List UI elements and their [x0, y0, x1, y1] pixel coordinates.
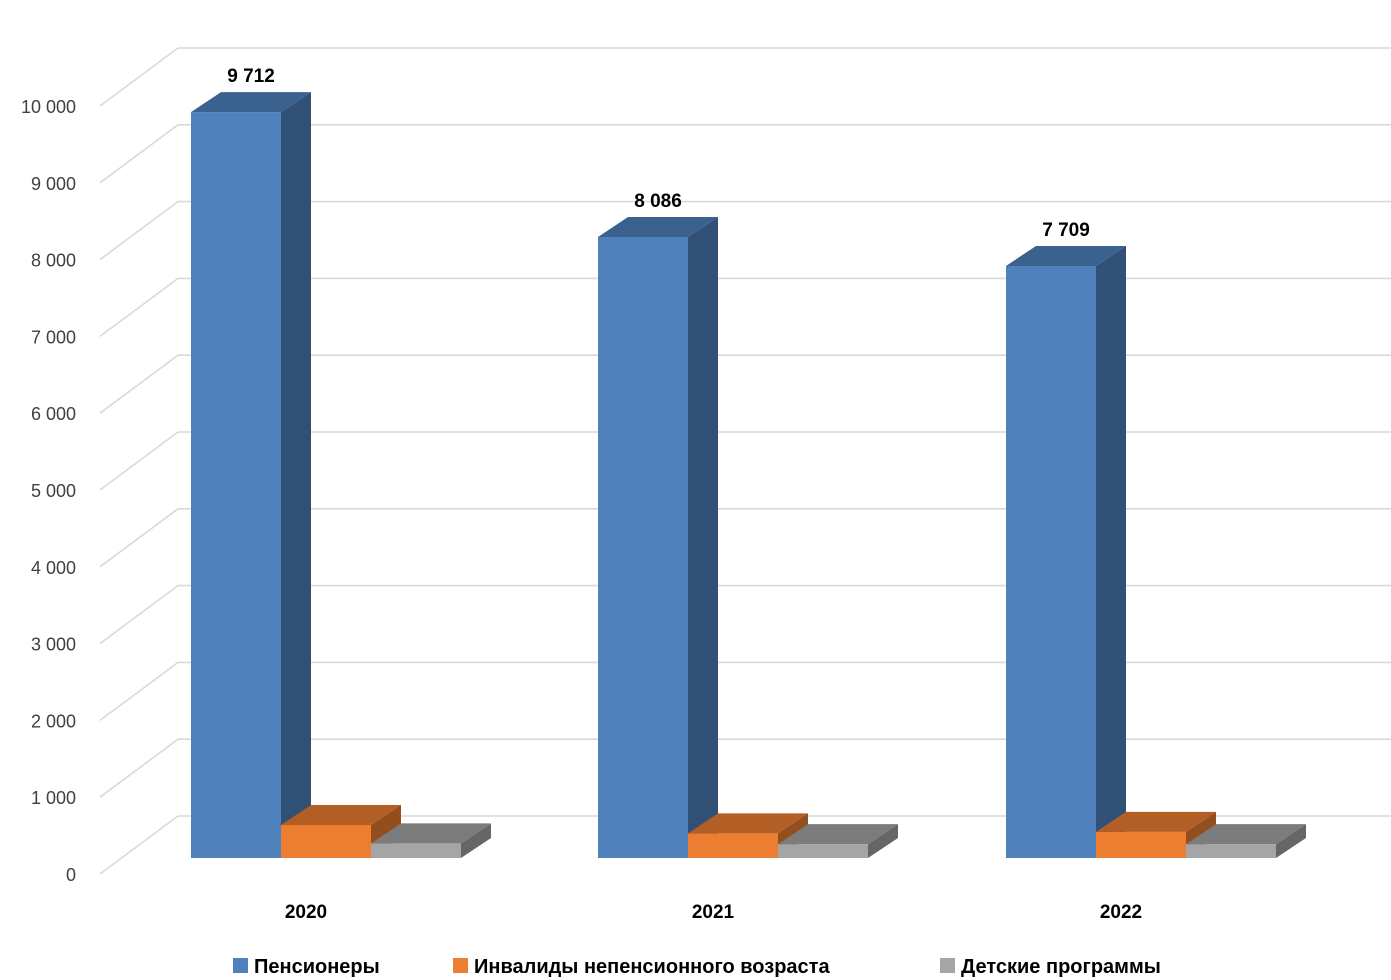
- bar-front: [191, 112, 281, 858]
- x-axis-categories: 2020 2021 2022: [285, 902, 1142, 923]
- gridline-side: [100, 662, 178, 720]
- bar-front: [371, 843, 461, 858]
- x-tick-label: 2020: [285, 902, 327, 923]
- bar-side: [688, 217, 718, 858]
- legend-label: Детские программы: [961, 956, 1161, 978]
- bar-side: [1096, 246, 1126, 858]
- legend-swatch: [940, 958, 955, 973]
- legend-swatch: [453, 958, 468, 973]
- gridline-side: [100, 586, 178, 644]
- gridline-side: [100, 202, 178, 260]
- x-tick-label: 2021: [692, 902, 735, 923]
- gridline-side: [100, 125, 178, 183]
- y-tick-label: 4 000: [31, 558, 76, 578]
- legend-label: Инвалиды непенсионного возраста: [474, 956, 830, 978]
- y-tick-label: 10 000: [21, 97, 76, 117]
- y-tick-label: 1 000: [31, 788, 76, 808]
- y-tick-label: 6 000: [31, 404, 76, 424]
- y-tick-label: 8 000: [31, 251, 76, 271]
- y-axis-ticks: 0 1 000 2 000 3 000 4 000 5 000 6 000 7 000 8 00…: [21, 97, 76, 885]
- bar-front: [688, 833, 778, 858]
- legend: Пенсионеры Инвалиды непенсионного возраст…: [233, 956, 1161, 978]
- data-label: 9 712: [227, 66, 275, 87]
- bar-front: [1186, 844, 1276, 858]
- bar: [191, 92, 311, 858]
- gridline-side: [100, 48, 178, 106]
- legend-swatch: [233, 958, 248, 973]
- y-tick-label: 5 000: [31, 481, 76, 501]
- legend-item: Пенсионеры: [233, 956, 380, 978]
- legend-label: Пенсионеры: [254, 956, 380, 978]
- bar-front: [1006, 266, 1096, 858]
- legend-item: Инвалиды непенсионного возраста: [453, 956, 830, 978]
- gridline-side: [100, 739, 178, 797]
- bar: [598, 217, 718, 858]
- bar-front: [1096, 832, 1186, 858]
- gridline-side: [100, 816, 178, 874]
- bar-front: [598, 237, 688, 858]
- gridline-side: [100, 432, 178, 490]
- gridline-side: [100, 355, 178, 413]
- gridline-side: [100, 278, 178, 336]
- gridline-side: [100, 509, 178, 567]
- data-labels: 9 712 8 086 7 709: [227, 66, 1090, 241]
- x-tick-label: 2022: [1100, 902, 1142, 923]
- y-tick-label: 2 000: [31, 711, 76, 731]
- legend-item: Детские программы: [940, 956, 1161, 978]
- data-label: 7 709: [1042, 220, 1090, 241]
- y-tick-label: 7 000: [31, 327, 76, 347]
- bar-front: [778, 844, 868, 858]
- y-tick-label: 0: [66, 865, 76, 885]
- bar: [1006, 246, 1126, 858]
- bar-side: [281, 92, 311, 858]
- y-tick-label: 9 000: [31, 174, 76, 194]
- data-label: 8 086: [634, 191, 682, 212]
- bar-front: [281, 825, 371, 858]
- bars: [191, 92, 1306, 858]
- y-tick-label: 3 000: [31, 635, 76, 655]
